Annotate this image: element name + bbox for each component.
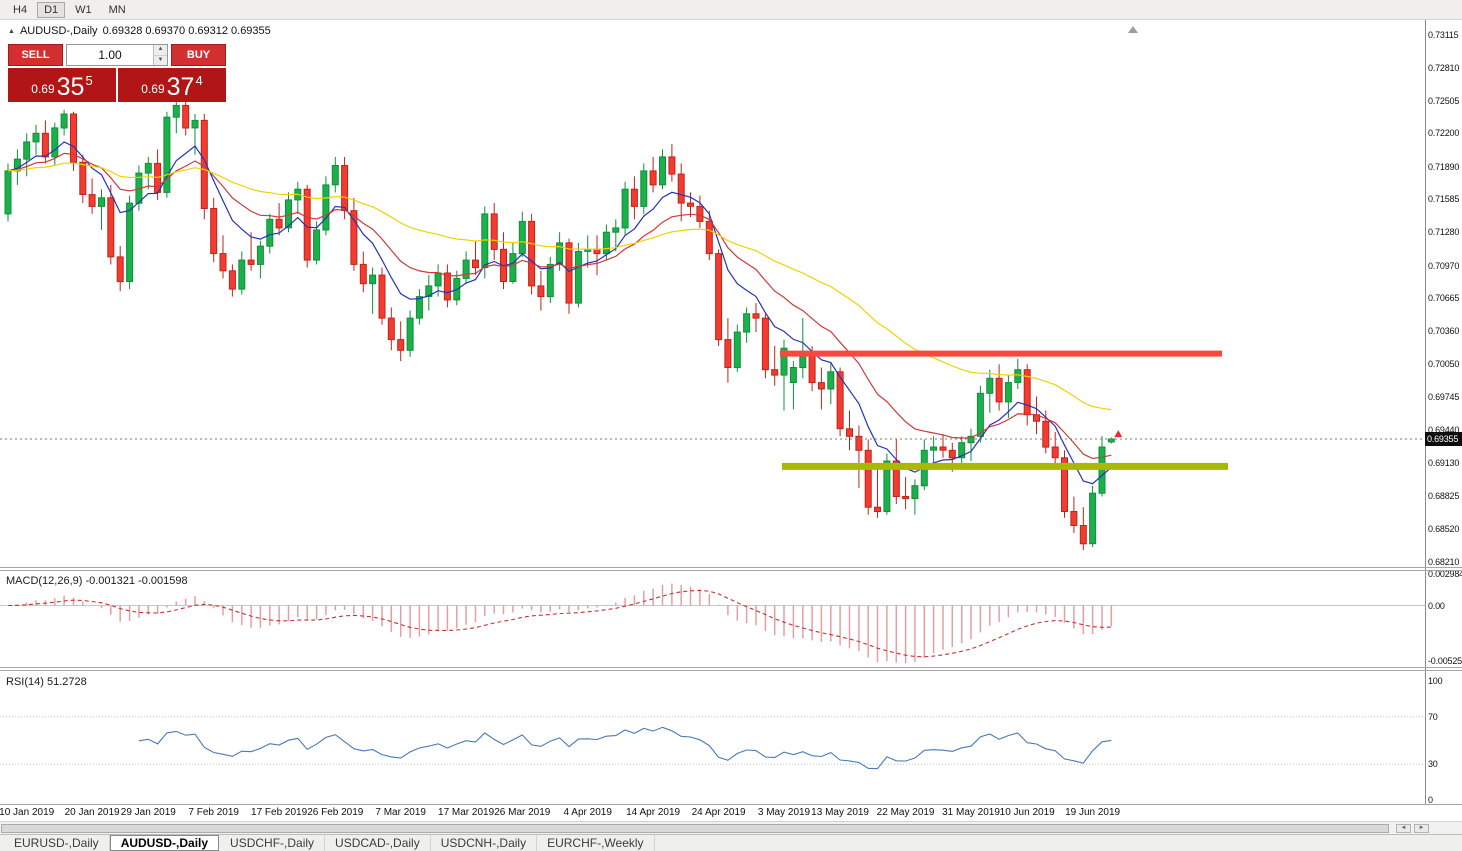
sell-button[interactable]: SELL	[8, 44, 63, 66]
panel-splitter[interactable]	[0, 670, 1462, 671]
axis-label: 0.70050	[1428, 359, 1460, 370]
date-label: 24 Apr 2019	[691, 807, 746, 818]
scrollbar-left-button[interactable]: ◄	[1396, 824, 1411, 833]
date-label: 7 Mar 2019	[375, 807, 426, 818]
chart-ohlc-values: 0.69328 0.69370 0.69312 0.69355	[102, 25, 271, 37]
one-click-trading-panel: SELL 1.00 ▲ ▼ BUY 0.69 35 5 0.69 37 4	[8, 44, 226, 102]
candlestick-chart[interactable]	[0, 20, 1425, 567]
axis-label: 0.002984	[1428, 569, 1462, 579]
timeframe-button-d1[interactable]: D1	[37, 1, 66, 18]
tab-usdcad-daily[interactable]: USDCAD-,Daily	[325, 835, 431, 851]
timeframe-button-h4[interactable]: H4	[13, 3, 28, 16]
date-label: 19 Jun 2019	[1065, 807, 1121, 818]
arrow-up-icon: ▲	[157, 46, 164, 52]
date-label: 26 Mar 2019	[494, 807, 551, 818]
axis-label: 0.71585	[1428, 194, 1460, 205]
chart-tab-bar: EURUSD-,Daily AUDUSD-,Daily USDCHF-,Daily U…	[0, 834, 1462, 851]
chart-symbol-label: AUDUSD-,Daily	[19, 25, 98, 37]
sell-price-pips: 35	[56, 73, 85, 101]
date-label: 4 Apr 2019	[563, 807, 612, 818]
date-label: 31 May 2019	[942, 807, 1000, 818]
rsi-indicator-chart[interactable]	[0, 671, 1425, 804]
axis-label: 0.68520	[1428, 523, 1460, 534]
tab-audusd-daily[interactable]: AUDUSD-,Daily	[109, 835, 220, 851]
tab-usdchf-daily[interactable]: USDCHF-,Daily	[220, 835, 326, 851]
macd-label: MACD(12,26,9) -0.001321 -0.001598	[6, 575, 188, 587]
volume-input[interactable]: 1.00 ▲ ▼	[66, 44, 168, 66]
tab-eurusd-daily[interactable]: EURUSD-,Daily	[4, 835, 110, 851]
axis-label: 0.68825	[1428, 490, 1460, 501]
axis-label: 0.71890	[1428, 161, 1460, 172]
current-price-badge: 0.69355	[1425, 432, 1462, 446]
scrollbar-thumb[interactable]	[1, 824, 1389, 833]
date-label: 14 Apr 2019	[626, 807, 681, 818]
macd-indicator-chart[interactable]	[0, 571, 1425, 667]
buy-price-point: 4	[195, 73, 203, 88]
price-shift-marker-icon	[1128, 26, 1138, 33]
horizontal-scrollbar[interactable]: ◄ ►	[0, 821, 1462, 834]
right-arrow-icon: ►	[1418, 825, 1425, 831]
axis-label: 0.71280	[1428, 227, 1460, 238]
buy-price-pips: 37	[166, 73, 195, 101]
volume-increase-button[interactable]: ▲	[154, 45, 167, 56]
panel-splitter[interactable]	[0, 667, 1462, 668]
date-label: 22 May 2019	[876, 807, 935, 818]
timeframe-toolbar: H4 D1 W1 MN	[0, 0, 1462, 20]
axis-label: 0.70360	[1428, 326, 1460, 336]
date-label: 29 Jan 2019	[120, 807, 176, 818]
panel-separator	[0, 804, 1462, 805]
axis-label: 0	[1428, 795, 1433, 805]
date-label: 7 Feb 2019	[188, 807, 239, 818]
sell-price-display[interactable]: 0.69 35 5	[8, 68, 116, 102]
chart-title: ▲ AUDUSD-,Daily 0.69328 0.69370 0.69312 …	[8, 25, 271, 37]
axis-label: 100	[1428, 676, 1443, 686]
buy-button[interactable]: BUY	[171, 44, 226, 66]
left-arrow-icon: ◄	[1400, 825, 1407, 831]
date-label: 26 Feb 2019	[307, 807, 364, 818]
rsi-label: RSI(14) 51.2728	[6, 676, 87, 688]
date-label: 10 Jun 2019	[999, 807, 1055, 818]
date-axis[interactable]: 10 Jan 2019 20 Jan 2019 29 Jan 2019 7 Feb 2…	[0, 805, 1462, 821]
axis-label: 0.72505	[1428, 95, 1460, 106]
panel-splitter[interactable]	[0, 570, 1462, 571]
date-label: 20 Jan 2019	[64, 807, 120, 818]
date-label: 17 Mar 2019	[438, 807, 495, 818]
axis-label: 0.00	[1428, 600, 1445, 611]
axis-label: 0.73115	[1428, 30, 1459, 40]
panel-splitter[interactable]	[0, 567, 1462, 568]
buy-price-display[interactable]: 0.69 37 4	[118, 68, 226, 102]
axis-label: 0.69130	[1428, 458, 1460, 469]
axis-label: 0.68210	[1428, 557, 1460, 567]
arrow-down-icon: ▼	[157, 56, 164, 63]
sell-price-point: 5	[85, 73, 93, 88]
volume-spinner: ▲ ▼	[153, 45, 167, 65]
axis-label: -0.005256	[1428, 656, 1462, 666]
date-label: 17 Feb 2019	[251, 807, 308, 818]
axis-label: 0.72810	[1428, 62, 1460, 73]
date-label: 3 May 2019	[757, 807, 811, 818]
date-label: 10 Jan 2019	[0, 807, 55, 818]
tab-usdcnh-daily[interactable]: USDCNH-,Daily	[431, 835, 538, 851]
timeframe-button-mn[interactable]: MN	[108, 3, 126, 16]
axis-label: 0.69745	[1428, 392, 1460, 403]
axis-label: 30	[1428, 759, 1438, 770]
volume-value: 1.00	[98, 48, 122, 62]
axis-label: 0.70970	[1428, 260, 1460, 271]
axis-label: 70	[1428, 711, 1438, 722]
sell-price-prefix: 0.69	[31, 82, 55, 96]
timeframe-button-w1[interactable]: W1	[75, 3, 92, 16]
volume-decrease-button[interactable]: ▼	[154, 55, 167, 65]
axis-label: 0.70665	[1428, 293, 1460, 304]
scrollbar-right-button[interactable]: ►	[1414, 824, 1429, 833]
buy-price-prefix: 0.69	[141, 82, 165, 96]
chart-marker-icon: ▲	[8, 27, 15, 35]
axis-label: 0.72200	[1428, 128, 1460, 139]
date-label: 13 May 2019	[811, 807, 870, 818]
tab-eurchf-weekly[interactable]: EURCHF-,Weekly	[537, 835, 655, 851]
axis-label: 0.69440	[1428, 424, 1460, 435]
price-axis[interactable]: 0.73115 0.72810 0.72505 0.72200 0.71890 0.715…	[1425, 20, 1462, 805]
